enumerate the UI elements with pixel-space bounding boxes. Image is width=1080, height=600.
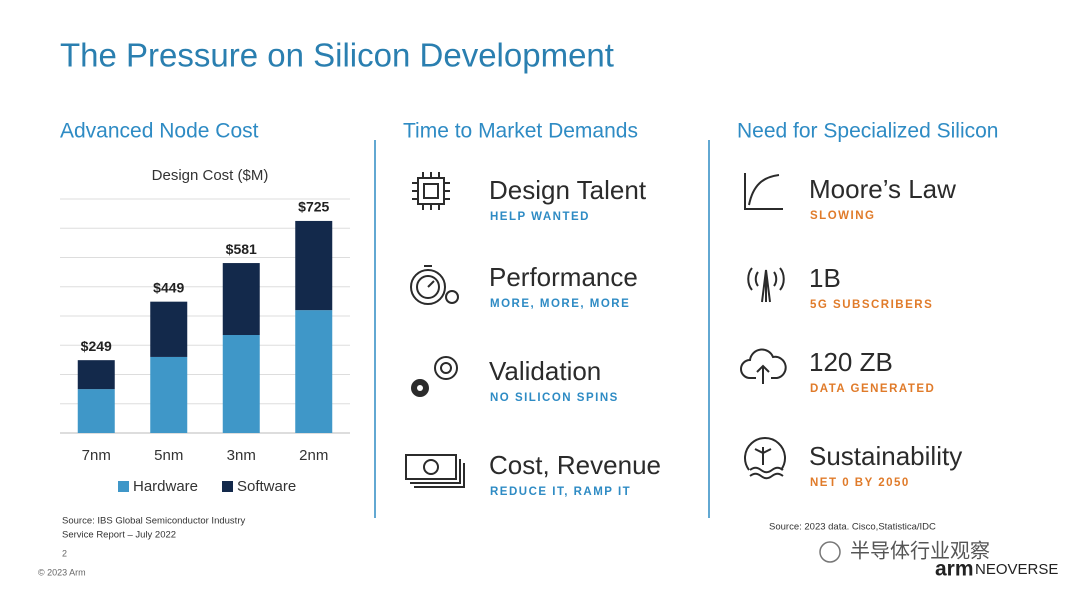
source: Source: 2023 data. Cisco,Statistica/IDC <box>769 522 936 533</box>
watermark: 半导体行业观察 <box>850 539 990 562</box>
x-tick-label: 7nm <box>82 447 111 464</box>
total-label: $725 <box>298 199 329 215</box>
item-title: 120 ZB <box>809 347 893 377</box>
curve-icon <box>744 173 783 210</box>
logo: NEOVERSE <box>975 561 1058 578</box>
item-title: Design Talent <box>489 175 647 205</box>
item-subtitle: REDUCE IT, RAMP IT <box>490 486 631 498</box>
section-heading: Advanced Node Cost <box>60 120 259 143</box>
x-tick-label: 2nm <box>299 447 328 464</box>
cloud-icon <box>740 348 787 384</box>
item-title: Sustainability <box>809 441 962 471</box>
total-label: $249 <box>81 338 112 354</box>
item-subtitle: DATA GENERATED <box>810 383 935 395</box>
chart-title: Design Cost ($M) <box>152 167 269 184</box>
tower-icon <box>747 267 785 303</box>
bar-segment <box>77 389 115 433</box>
item-subtitle: NET 0 BY 2050 <box>810 477 910 489</box>
legend-label: Software <box>237 478 296 495</box>
total-label: $581 <box>226 241 257 257</box>
gears-icon <box>411 356 458 397</box>
slide-title: The Pressure on Silicon Development <box>60 37 614 74</box>
source: Source: IBS Global Semiconductor Industr… <box>62 516 245 527</box>
bar-segment <box>222 335 260 433</box>
item-title: Performance <box>489 262 638 292</box>
item-subtitle: 5G SUBSCRIBERS <box>810 299 933 311</box>
legend-swatch <box>118 481 129 492</box>
bar-segment <box>150 301 188 357</box>
section-heading: Time to Market Demands <box>403 120 638 143</box>
sustainability-icon <box>744 437 786 480</box>
item-title: 1B <box>809 263 841 293</box>
source: Service Report – July 2022 <box>62 530 176 541</box>
x-tick-label: 5nm <box>154 447 183 464</box>
legend-label: Hardware <box>133 478 198 495</box>
item-title: Validation <box>489 356 601 386</box>
item-title: Cost, Revenue <box>489 450 661 480</box>
chip-icon <box>412 172 450 210</box>
copyright: © 2023 Arm <box>38 567 86 577</box>
section-heading: Need for Specialized Silicon <box>737 120 998 143</box>
item-subtitle: NO SILICON SPINS <box>490 392 619 404</box>
legend-swatch <box>222 481 233 492</box>
bar-segment <box>295 310 333 433</box>
logo: arm <box>935 558 974 581</box>
bar-segment <box>222 263 260 336</box>
total-label: $449 <box>153 279 184 295</box>
page-number: 2 <box>62 548 67 558</box>
item-subtitle: SLOWING <box>810 210 875 222</box>
x-tick-label: 3nm <box>227 447 256 464</box>
money-icon <box>405 454 465 488</box>
gauge-icon <box>410 265 459 305</box>
item-title: Moore’s Law <box>809 174 956 204</box>
watermark-icon <box>819 541 841 563</box>
bar-segment <box>77 360 115 390</box>
bar-segment <box>295 220 333 311</box>
item-subtitle: HELP WANTED <box>490 211 590 223</box>
bar-segment <box>150 356 188 433</box>
item-subtitle: MORE, MORE, MORE <box>490 298 630 310</box>
